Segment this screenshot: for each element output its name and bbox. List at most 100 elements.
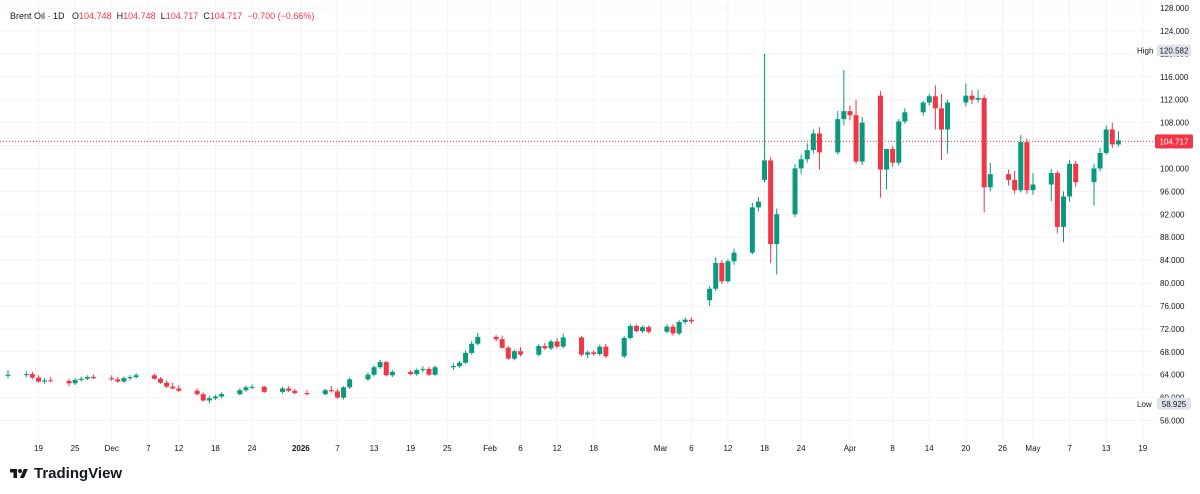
candle-body bbox=[542, 346, 548, 349]
candle-body bbox=[816, 133, 822, 153]
candle bbox=[627, 323, 633, 340]
candle bbox=[78, 376, 84, 382]
high-marker-label: High bbox=[1137, 47, 1153, 56]
candle bbox=[36, 375, 42, 383]
candle bbox=[1103, 125, 1109, 155]
high-marker-value-bg bbox=[1157, 44, 1191, 57]
candle bbox=[456, 360, 462, 368]
candle-body bbox=[517, 351, 523, 355]
low-key: L bbox=[160, 11, 166, 21]
candle bbox=[212, 394, 218, 400]
time-tick-label: 14 bbox=[925, 444, 934, 453]
candle bbox=[749, 202, 755, 255]
candle-body bbox=[847, 111, 853, 116]
candle-body bbox=[261, 386, 267, 392]
candle bbox=[237, 388, 243, 396]
candle bbox=[774, 208, 780, 275]
candle-body bbox=[1109, 129, 1115, 145]
candle-body bbox=[237, 390, 243, 395]
candle bbox=[1054, 170, 1060, 234]
candle-body bbox=[1048, 173, 1054, 185]
time-tick-label: Feb bbox=[483, 444, 497, 453]
candle-body bbox=[884, 148, 890, 170]
candle-body bbox=[383, 362, 389, 376]
price-axis[interactable]: 56.00060.00064.00068.00072.00076.00080.0… bbox=[1160, 4, 1189, 426]
candle bbox=[426, 366, 432, 376]
price-tick-label: 108.000 bbox=[1160, 119, 1189, 128]
time-tick-label: 18 bbox=[211, 444, 220, 453]
time-tick-label: 13 bbox=[1102, 444, 1111, 453]
candle-body bbox=[981, 97, 987, 188]
candle bbox=[90, 374, 96, 380]
candle bbox=[200, 392, 206, 402]
candle bbox=[688, 317, 694, 324]
candle-body bbox=[859, 122, 865, 162]
candle-body bbox=[475, 336, 481, 344]
candle-body bbox=[987, 174, 993, 188]
candle bbox=[1067, 159, 1073, 202]
time-axis[interactable]: 19 25 Dec 7 12 18 24 2026 7 13 19 25 Feb 6 12 18 Mar 6 12 1… bbox=[34, 444, 1148, 453]
candle bbox=[847, 105, 853, 121]
price-tick-label: 64.000 bbox=[1160, 371, 1185, 380]
time-tick-label: 6 bbox=[518, 444, 523, 453]
candle bbox=[798, 154, 804, 175]
candle-body bbox=[328, 390, 334, 392]
candle-body bbox=[621, 338, 627, 357]
candle bbox=[450, 363, 456, 371]
candle-body bbox=[377, 362, 383, 368]
candle-body bbox=[420, 368, 426, 371]
candle bbox=[670, 324, 676, 336]
candle-body bbox=[176, 388, 182, 391]
candle bbox=[859, 116, 865, 165]
candle bbox=[383, 360, 389, 377]
price-tick-label: 96.000 bbox=[1160, 187, 1185, 196]
candle-body bbox=[200, 394, 206, 401]
candle bbox=[408, 370, 414, 376]
low-marker-label: Low bbox=[1137, 400, 1152, 409]
candle bbox=[151, 373, 157, 380]
time-tick-label: 19 bbox=[406, 444, 415, 453]
candle-body bbox=[23, 374, 29, 376]
candle-body bbox=[640, 327, 646, 332]
candle bbox=[109, 375, 115, 382]
price-tick-label: 128.000 bbox=[1160, 4, 1189, 13]
candle bbox=[176, 385, 182, 392]
candle bbox=[511, 349, 517, 361]
high-key: H bbox=[116, 11, 124, 21]
candle-body bbox=[920, 102, 926, 113]
candle bbox=[72, 378, 78, 386]
time-tick-label: 25 bbox=[443, 444, 452, 453]
time-tick-label: May bbox=[1025, 444, 1040, 453]
candle-body bbox=[536, 346, 542, 355]
time-tick-label: Apr bbox=[844, 444, 857, 453]
candle-body bbox=[121, 378, 127, 382]
candle bbox=[585, 350, 591, 359]
candle-body bbox=[371, 367, 377, 375]
low-marker-value: 58.925 bbox=[1162, 400, 1187, 409]
candle bbox=[621, 335, 627, 359]
candle-body bbox=[66, 381, 72, 384]
candle-body bbox=[1030, 184, 1036, 191]
tradingview-brand[interactable]: TradingView bbox=[8, 465, 122, 482]
candle-body bbox=[127, 376, 133, 379]
candle bbox=[505, 346, 511, 360]
candle-body bbox=[48, 380, 54, 382]
candle bbox=[841, 69, 847, 126]
candle bbox=[804, 143, 810, 163]
candle bbox=[1006, 169, 1012, 186]
candle-body bbox=[902, 112, 908, 122]
time-tick-label: 13 bbox=[370, 444, 379, 453]
time-tick-label: 19 bbox=[34, 444, 43, 453]
candle-body bbox=[945, 102, 951, 130]
time-tick-label: 25 bbox=[71, 444, 80, 453]
time-tick-label: 12 bbox=[723, 444, 732, 453]
candle-body bbox=[597, 346, 603, 355]
symbol-label[interactable]: Brent Oil · 1D bbox=[10, 11, 65, 21]
candle-body bbox=[579, 337, 584, 355]
candle-body bbox=[963, 95, 969, 103]
time-tick-label: 18 bbox=[589, 444, 598, 453]
candle-body bbox=[664, 326, 670, 332]
candle-body bbox=[646, 327, 652, 332]
close-key: C bbox=[203, 11, 210, 21]
